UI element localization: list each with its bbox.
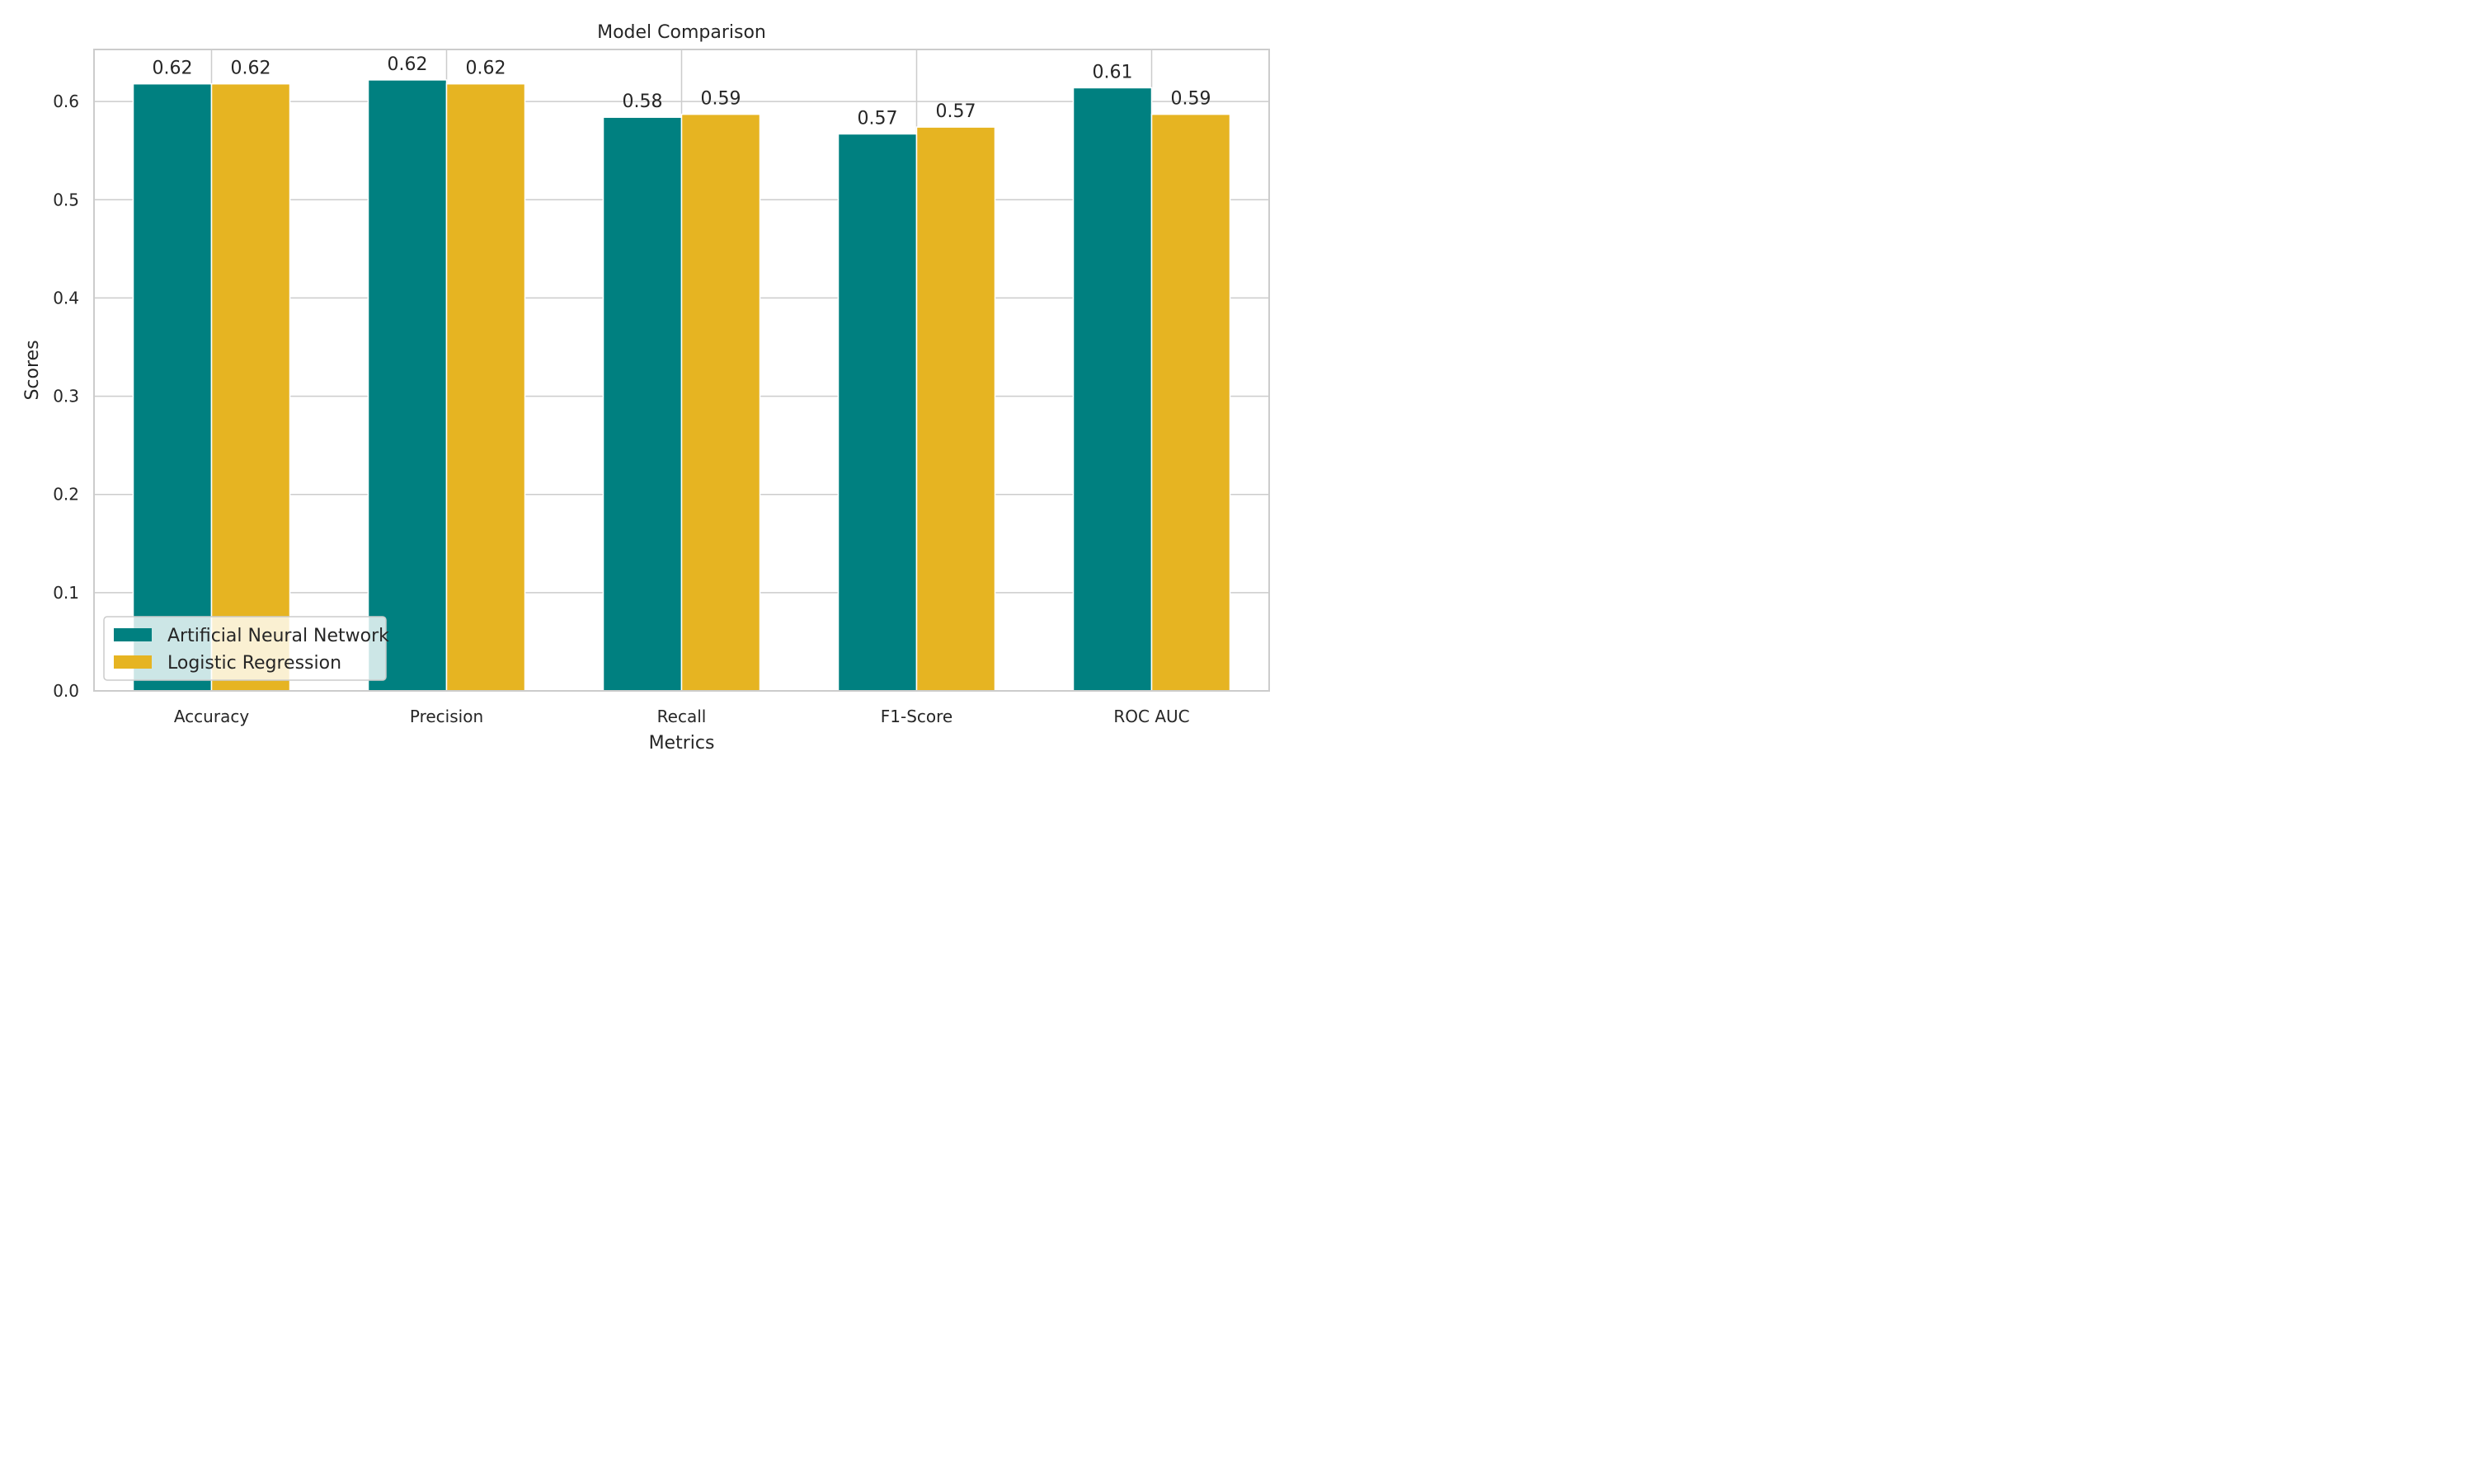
legend-label: Artificial Neural Network: [167, 626, 389, 646]
bar-value-label: 0.57: [858, 108, 898, 129]
y-tick-label: 0.0: [53, 681, 79, 701]
x-axis-label: Metrics: [649, 733, 715, 754]
legend: Artificial Neural Network Logistic Regres…: [103, 616, 389, 681]
bar: [210, 82, 291, 692]
bar-chart: 0.62 0.62 0.58 0.57 0.61 0.62 0.62 0.59 0.57 0.59…: [0, 0, 1286, 772]
bar: [837, 133, 918, 692]
bar-value-label: 0.59: [701, 89, 741, 110]
bar: [1150, 113, 1231, 692]
x-tick-label: Accuracy: [174, 707, 249, 726]
bar-value-label: 0.62: [388, 54, 428, 75]
bar-value-label: 0.62: [153, 59, 193, 79]
y-tick-label: 0.5: [53, 190, 79, 209]
legend-swatch: [114, 655, 152, 669]
x-tick-label: ROC AUC: [1113, 707, 1189, 726]
bar: [1072, 87, 1153, 692]
data-label-layer: 0.62 0.62 0.58 0.57 0.61 0.62 0.62 0.59 0.57 0.59: [153, 54, 1211, 129]
y-tick-label: 0.3: [53, 387, 79, 406]
y-tick-label: 0.4: [53, 288, 79, 308]
bar-layer: [132, 79, 1231, 692]
chart-title: Model Comparison: [597, 22, 766, 43]
bar: [680, 113, 761, 692]
legend-box: [103, 616, 387, 681]
legend-label: Logistic Regression: [167, 653, 341, 674]
bar: [602, 116, 683, 692]
bar-value-label: 0.62: [231, 59, 271, 79]
bar: [445, 82, 526, 692]
y-tick-label: 0.1: [53, 583, 79, 603]
y-tick-label: 0.6: [53, 92, 79, 111]
bar-value-label: 0.57: [936, 101, 976, 122]
plot-frame: [93, 49, 1270, 692]
x-tick-label: Precision: [410, 707, 483, 726]
bar-value-label: 0.62: [466, 59, 506, 79]
bar: [132, 82, 213, 692]
legend-swatch: [114, 628, 152, 641]
bar: [915, 126, 996, 692]
x-tick-label: Recall: [657, 707, 707, 726]
bar: [367, 79, 448, 692]
x-tick-label: F1-Score: [881, 707, 952, 726]
bar-value-label: 0.61: [1093, 62, 1133, 82]
y-axis-label: Scores: [22, 340, 43, 400]
y-tick-label: 0.2: [53, 485, 79, 505]
bar-value-label: 0.58: [623, 92, 663, 112]
bar-value-label: 0.59: [1171, 89, 1211, 110]
tick-layer: 0.0 0.1 0.2 0.3 0.4 0.5 0.6 Accuracy Precision Re…: [53, 92, 1189, 726]
